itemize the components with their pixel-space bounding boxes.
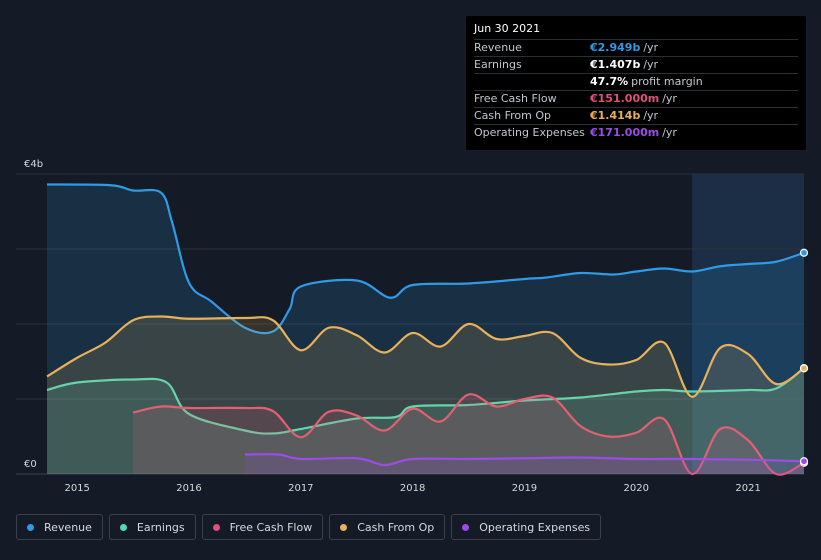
tooltip-value: 47.7% bbox=[590, 75, 629, 88]
legend-label: Cash From Op bbox=[357, 520, 435, 534]
tooltip-row: Operating Expenses €171.000m/yr bbox=[474, 125, 798, 141]
tooltip-unit: profit margin bbox=[631, 75, 703, 88]
legend-item-free-cash-flow[interactable]: Free Cash Flow bbox=[201, 514, 324, 540]
end-point-revenue bbox=[799, 248, 809, 257]
y-tick-label: €4b bbox=[24, 159, 43, 170]
tooltip-row: Free Cash Flow €151.000m/yr bbox=[474, 91, 798, 108]
x-tick-label: 2017 bbox=[288, 483, 313, 494]
line-free-cash-flow bbox=[132, 393, 805, 476]
x-tick-label: 2020 bbox=[624, 483, 649, 494]
x-tick-label: 2019 bbox=[512, 483, 537, 494]
legend: Revenue Earnings Free Cash Flow Cash From O… bbox=[16, 514, 602, 542]
line-revenue bbox=[46, 183, 805, 335]
y-tick-label: €0 bbox=[24, 459, 37, 470]
legend-dot-icon bbox=[462, 523, 470, 531]
legend-dot-icon bbox=[119, 523, 127, 531]
tooltip-label: Operating Expenses bbox=[474, 126, 585, 139]
x-tick-label: 2018 bbox=[400, 483, 425, 494]
tooltip-unit: /yr bbox=[643, 41, 659, 54]
area-free-cash-flow bbox=[133, 394, 804, 475]
tooltip-value: €151.000m bbox=[590, 92, 660, 105]
tooltip-row: Revenue €2.949b/yr bbox=[474, 40, 798, 57]
tooltip-value: €2.949b bbox=[590, 41, 641, 54]
legend-label: Revenue bbox=[44, 520, 92, 534]
x-tick-label: 2016 bbox=[176, 483, 201, 494]
tooltip-unit: /yr bbox=[662, 126, 677, 139]
line-operating-expenses bbox=[244, 453, 805, 467]
legend-item-operating-expenses[interactable]: Operating Expenses bbox=[451, 514, 602, 540]
legend-item-revenue[interactable]: Revenue bbox=[16, 514, 103, 540]
x-tick-label: 2021 bbox=[735, 483, 760, 494]
tooltip-label: Revenue bbox=[474, 41, 522, 54]
tooltip-value: €171.000m bbox=[590, 126, 660, 139]
series-layer bbox=[46, 183, 809, 476]
legend-item-earnings[interactable]: Earnings bbox=[108, 514, 196, 540]
line-earnings bbox=[46, 367, 805, 435]
tooltip-date: Jun 30 2021 bbox=[474, 22, 798, 40]
legend-label: Free Cash Flow bbox=[229, 520, 313, 534]
tooltip-row: Cash From Op €1.414b/yr bbox=[474, 108, 798, 125]
tooltip-unit: /yr bbox=[643, 109, 659, 122]
area-cash-from-op bbox=[47, 316, 804, 474]
legend-dot-icon bbox=[27, 523, 34, 531]
tooltip-label bbox=[474, 74, 590, 90]
tooltip-unit: /yr bbox=[643, 58, 659, 71]
legend-dot-icon bbox=[212, 523, 220, 531]
tooltip-label: Free Cash Flow bbox=[474, 92, 557, 105]
tooltip-value: €1.407b bbox=[590, 58, 641, 71]
tooltip-label: Earnings bbox=[474, 58, 522, 71]
end-point-cash-from-op bbox=[799, 364, 809, 373]
legend-label: Earnings bbox=[136, 520, 185, 534]
tooltip-unit: /yr bbox=[662, 92, 677, 105]
tooltip-row: Earnings €1.407b/yr bbox=[474, 57, 798, 74]
end-point-operating-expenses bbox=[799, 457, 809, 466]
tooltip-label: Cash From Op bbox=[474, 109, 552, 122]
legend-label: Operating Expenses bbox=[479, 520, 591, 534]
tooltip-panel: Jun 30 2021 Revenue €2.949b/yr Earnings €1.… bbox=[466, 16, 806, 150]
legend-dot-icon bbox=[340, 523, 348, 531]
tooltip-row: 47.7% profit margin bbox=[474, 74, 798, 91]
legend-item-cash-from-op[interactable]: Cash From Op bbox=[329, 514, 446, 540]
grid bbox=[16, 173, 804, 475]
x-tick-label: 2015 bbox=[64, 483, 89, 494]
y-axis: €4b €0 bbox=[24, 159, 43, 470]
line-cash-from-op bbox=[46, 315, 805, 398]
tooltip-value: €1.414b bbox=[590, 109, 641, 122]
x-axis: 2015 2016 2017 2018 2019 2020 2021 bbox=[64, 483, 760, 494]
area-revenue bbox=[47, 184, 804, 474]
